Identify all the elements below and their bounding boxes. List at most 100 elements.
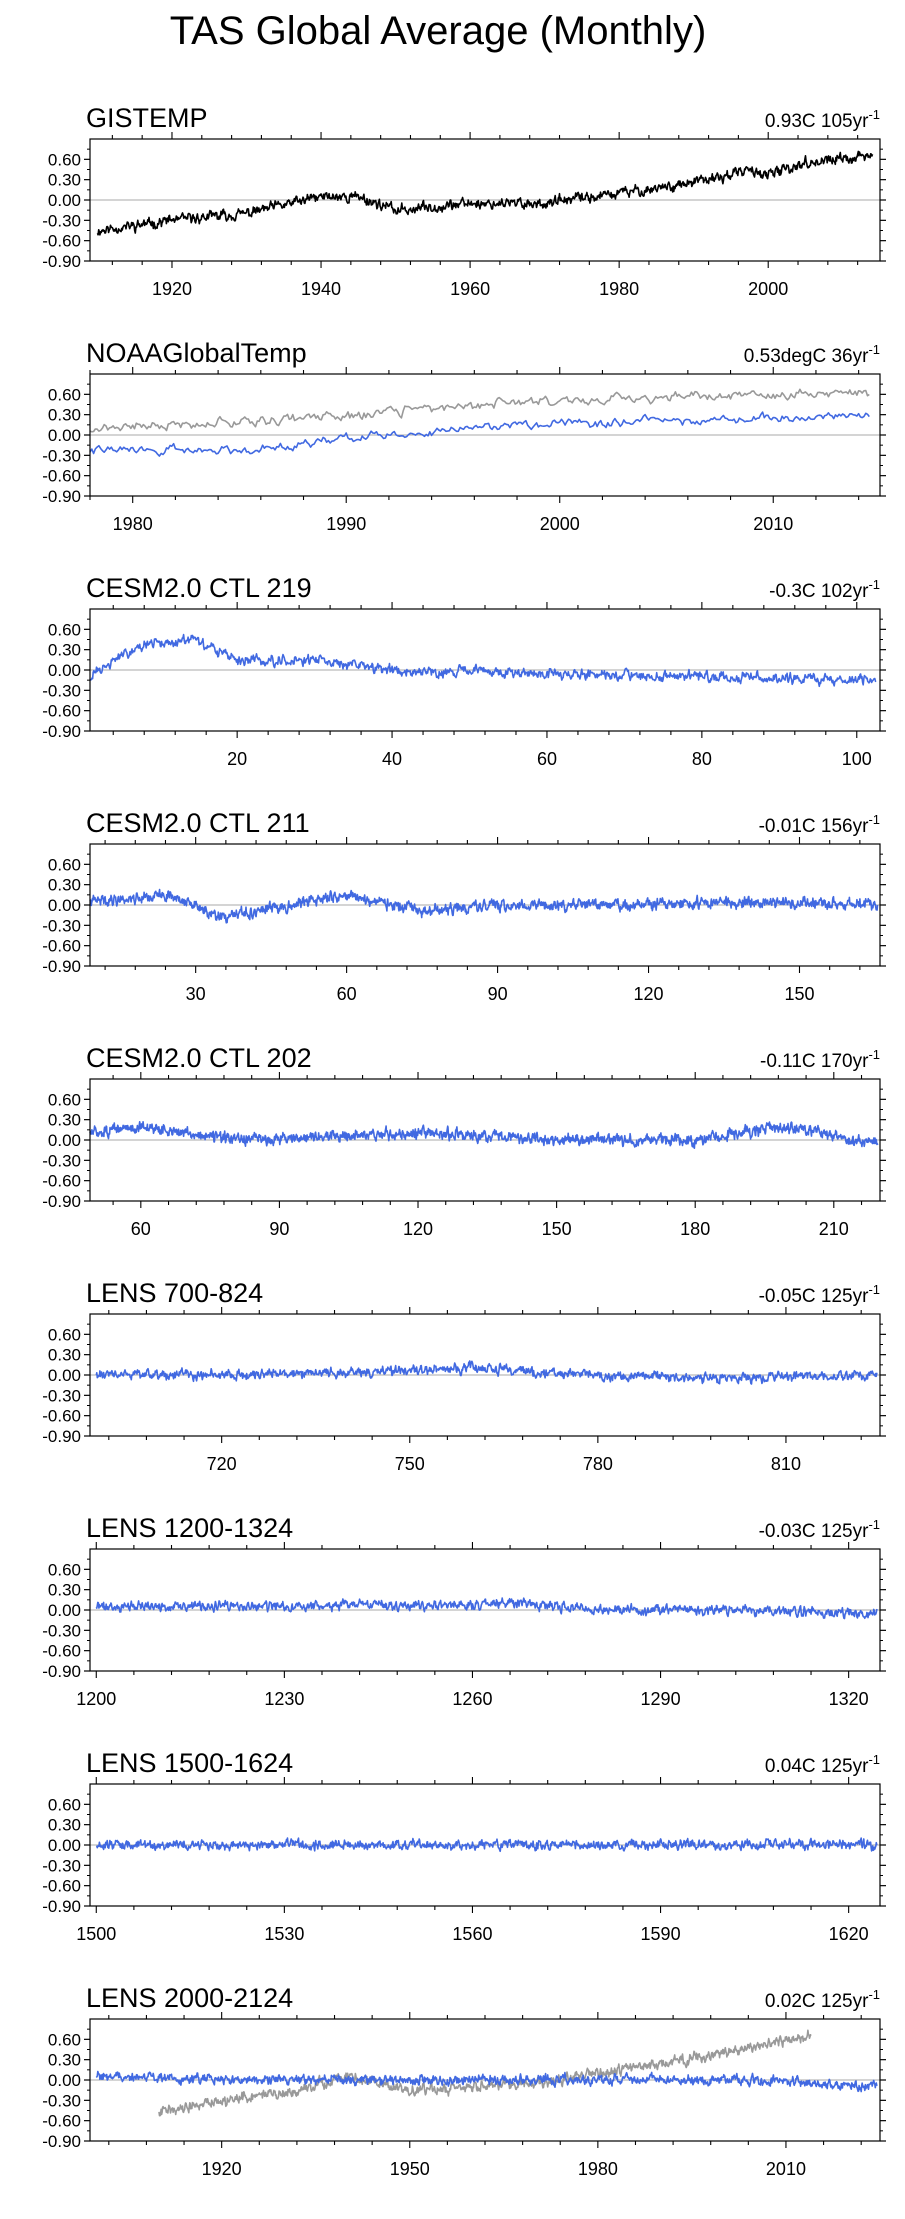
x-tick-label: 60 xyxy=(131,1219,151,1239)
y-tick-label: 0.30 xyxy=(48,1111,81,1130)
x-tick-label: 1920 xyxy=(152,279,192,299)
x-tick-label: 120 xyxy=(403,1219,433,1239)
y-tick-label: -0.30 xyxy=(42,681,81,700)
series-line xyxy=(89,388,870,433)
y-tick-label: -0.60 xyxy=(42,1407,81,1426)
y-tick-label: 0.60 xyxy=(48,855,81,874)
panel-title: LENS 2000-2124 xyxy=(86,1983,293,2013)
y-tick-label: -0.30 xyxy=(42,446,81,465)
x-tick-label: 150 xyxy=(784,984,814,1004)
y-tick-label: -0.90 xyxy=(42,2132,81,2151)
trend-label: -0.11C 170yr-1 xyxy=(760,1047,880,1072)
trend-label: -0.3C 102yr-1 xyxy=(769,577,880,602)
x-tick-label: 1200 xyxy=(76,1689,116,1709)
y-tick-label: -0.90 xyxy=(42,1662,81,1681)
y-tick-label: 0.60 xyxy=(48,150,81,169)
y-tick-label: 0.00 xyxy=(48,896,81,915)
y-tick-label: -0.60 xyxy=(42,702,81,721)
x-tick-label: 2010 xyxy=(753,514,793,534)
y-tick-label: -0.60 xyxy=(42,1877,81,1896)
chart-panel: LENS 1500-1624 0.04C 125yr-10.600.300.00-… xyxy=(42,1748,886,1944)
series-line xyxy=(96,150,874,236)
x-tick-label: 1980 xyxy=(578,2159,618,2179)
x-tick-label: 100 xyxy=(842,749,872,769)
x-tick-label: 1590 xyxy=(641,1924,681,1944)
y-tick-label: 0.00 xyxy=(48,661,81,680)
x-tick-label: 1990 xyxy=(326,514,366,534)
x-tick-label: 90 xyxy=(269,1219,289,1239)
y-tick-label: -0.30 xyxy=(42,1856,81,1875)
series-line xyxy=(89,411,870,457)
chart-panel: LENS 1200-1324 -0.03C 125yr-1 0.60 0.300.00… xyxy=(42,1513,886,1709)
y-tick-label: -0.30 xyxy=(42,2091,81,2110)
x-tick-label: 1230 xyxy=(264,1689,304,1709)
x-tick-label: 60 xyxy=(537,749,557,769)
x-tick-label: 1290 xyxy=(641,1689,681,1709)
x-tick-label: 1260 xyxy=(452,1689,492,1709)
x-tick-label: 210 xyxy=(819,1219,849,1239)
x-tick-label: 60 xyxy=(337,984,357,1004)
y-tick-label: -0.60 xyxy=(42,2112,81,2131)
chart-panel: CESM2.0 CTL 219 -0.3C 102yr-1 0.60 0.300.00… xyxy=(42,573,886,769)
panel-title: LENS 1500-1624 xyxy=(86,1748,293,1778)
x-tick-label: 1980 xyxy=(113,514,153,534)
trend-label: -0.05C 125yr-1 xyxy=(759,1282,880,1307)
y-tick-label: 0.00 xyxy=(48,426,81,445)
x-tick-label: 1500 xyxy=(76,1924,116,1944)
x-tick-label: 2010 xyxy=(766,2159,806,2179)
y-tick-label: -0.90 xyxy=(42,487,81,506)
trend-label: -0.03C 125yr-1 xyxy=(759,1517,880,1542)
y-tick-label: 0.60 xyxy=(48,1090,81,1109)
y-tick-label: 0.60 xyxy=(48,1560,81,1579)
y-tick-label: -0.90 xyxy=(42,1427,81,1446)
trend-label: -0.01C 156yr-1 xyxy=(759,812,880,837)
y-tick-label: 0.00 xyxy=(48,1836,81,1855)
chart-panel: GISTEMP 0.93C 105yr-1 0.60 0.300.00-0.30 -0.… xyxy=(42,103,886,299)
x-tick-label: 1950 xyxy=(390,2159,430,2179)
chart-panel: LENS 2000-2124 0.02C 125yr-10.600.300.00-… xyxy=(42,1983,886,2179)
trend-label: 0.93C 105yr-1 xyxy=(765,107,880,132)
panel-title: LENS 700-824 xyxy=(86,1278,263,1308)
y-tick-label: 0.60 xyxy=(48,1795,81,1814)
x-tick-label: 80 xyxy=(692,749,712,769)
y-tick-label: -0.30 xyxy=(42,1621,81,1640)
x-tick-label: 120 xyxy=(634,984,664,1004)
chart-panel: CESM2.0 CTL 211 -0.01C 156yr-1 0.60 0.300.0… xyxy=(42,808,886,1004)
y-tick-label: 0.30 xyxy=(48,1346,81,1365)
y-tick-label: 0.60 xyxy=(48,1325,81,1344)
chart-panel: CESM2.0 CTL 202 -0.11C 170yr-1 0.60 0.300.0… xyxy=(42,1043,886,1239)
x-tick-label: 20 xyxy=(227,749,247,769)
panel-title: GISTEMP xyxy=(86,103,208,133)
trend-label: 0.53degC 36yr-1 xyxy=(744,342,880,367)
x-tick-label: 1620 xyxy=(829,1924,869,1944)
y-tick-label: 0.00 xyxy=(48,2071,81,2090)
chart-panel: LENS 700-824 -0.05C 125yr-1 0.60 0.300.00 -0… xyxy=(42,1278,886,1474)
series-line xyxy=(89,633,877,688)
panel-title: CESM2.0 CTL 211 xyxy=(86,808,310,838)
series-line xyxy=(89,1121,879,1149)
x-tick-label: 180 xyxy=(680,1219,710,1239)
x-tick-label: 1980 xyxy=(599,279,639,299)
trend-label: 0.02C 125yr-1 xyxy=(765,1987,880,2012)
y-tick-label: 0.60 xyxy=(48,620,81,639)
y-tick-label: -0.60 xyxy=(42,1172,81,1191)
y-tick-label: -0.60 xyxy=(42,467,81,486)
y-tick-label: -0.60 xyxy=(42,937,81,956)
y-tick-label: 0.00 xyxy=(48,191,81,210)
y-tick-label: -0.90 xyxy=(42,1192,81,1211)
y-tick-label: -0.30 xyxy=(42,211,81,230)
panel-title: CESM2.0 CTL 219 xyxy=(86,573,312,603)
panel-title: LENS 1200-1324 xyxy=(86,1513,293,1543)
y-tick-label: -0.90 xyxy=(42,722,81,741)
y-tick-label: 0.00 xyxy=(48,1366,81,1385)
y-tick-label: 0.30 xyxy=(48,171,81,190)
x-tick-label: 40 xyxy=(382,749,402,769)
series-line xyxy=(89,888,879,924)
panel-title: CESM2.0 CTL 202 xyxy=(86,1043,312,1073)
x-tick-label: 1920 xyxy=(202,2159,242,2179)
y-tick-label: -0.90 xyxy=(42,1897,81,1916)
x-tick-label: 720 xyxy=(207,1454,237,1474)
series-line xyxy=(158,2029,812,2117)
y-tick-label: -0.90 xyxy=(42,252,81,271)
